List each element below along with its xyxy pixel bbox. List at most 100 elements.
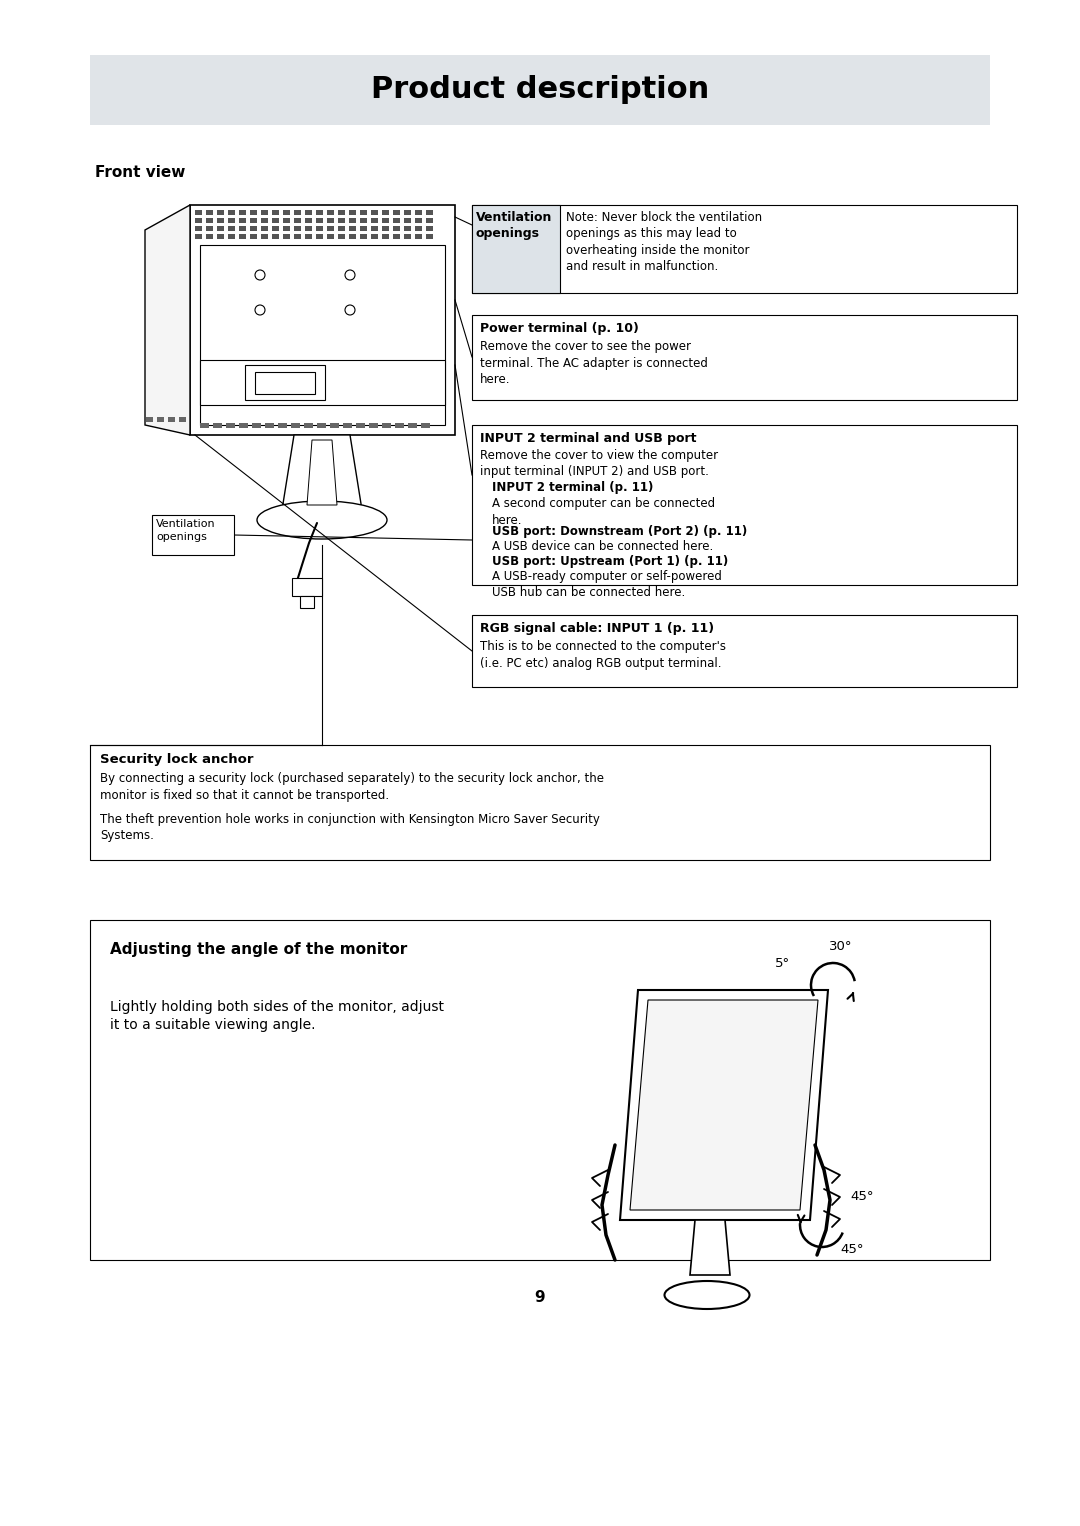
- Text: This is to be connected to the computer's
(i.e. PC etc) analog RGB output termin: This is to be connected to the computer'…: [480, 639, 726, 670]
- Bar: [195, 233, 202, 240]
- Bar: [252, 423, 261, 427]
- Bar: [249, 226, 257, 230]
- Text: 45°: 45°: [840, 1244, 864, 1256]
- Bar: [426, 226, 433, 230]
- Text: RGB signal cable: INPUT 1 (p. 11): RGB signal cable: INPUT 1 (p. 11): [480, 623, 714, 635]
- Polygon shape: [690, 1219, 730, 1276]
- Bar: [206, 211, 213, 215]
- Bar: [372, 233, 378, 240]
- Bar: [472, 204, 561, 293]
- Text: A USB device can be connected here.: A USB device can be connected here.: [492, 540, 713, 552]
- Bar: [272, 218, 279, 223]
- Bar: [283, 218, 291, 223]
- Text: Ventilation
openings: Ventilation openings: [476, 211, 552, 241]
- Text: A second computer can be connected
here.: A second computer can be connected here.: [492, 497, 715, 526]
- Text: Adjusting the angle of the monitor: Adjusting the angle of the monitor: [110, 942, 407, 957]
- Text: 5°: 5°: [775, 957, 791, 971]
- Polygon shape: [282, 435, 362, 510]
- Bar: [294, 218, 301, 223]
- Bar: [393, 226, 400, 230]
- Bar: [338, 218, 345, 223]
- Bar: [421, 423, 430, 427]
- Bar: [404, 211, 411, 215]
- Bar: [415, 233, 422, 240]
- Bar: [228, 233, 235, 240]
- Bar: [382, 233, 389, 240]
- Text: Remove the cover to see the power
terminal. The AC adapter is connected
here.: Remove the cover to see the power termin…: [480, 340, 707, 386]
- Bar: [316, 218, 323, 223]
- Bar: [152, 514, 234, 555]
- Bar: [408, 423, 417, 427]
- Ellipse shape: [257, 501, 387, 539]
- Bar: [372, 226, 378, 230]
- Bar: [294, 226, 301, 230]
- Bar: [179, 417, 186, 423]
- Bar: [217, 226, 224, 230]
- Text: 30°: 30°: [829, 940, 853, 954]
- Bar: [415, 218, 422, 223]
- Bar: [360, 233, 367, 240]
- Text: Power terminal (p. 10): Power terminal (p. 10): [480, 322, 639, 336]
- Bar: [393, 211, 400, 215]
- Text: INPUT 2 terminal and USB port: INPUT 2 terminal and USB port: [480, 432, 697, 446]
- Bar: [349, 211, 356, 215]
- Bar: [404, 226, 411, 230]
- Bar: [228, 211, 235, 215]
- Bar: [217, 233, 224, 240]
- Bar: [200, 246, 445, 426]
- Text: Ventilation
openings: Ventilation openings: [156, 519, 216, 542]
- Bar: [206, 218, 213, 223]
- Bar: [382, 218, 389, 223]
- Bar: [261, 226, 268, 230]
- Text: 9: 9: [535, 1289, 545, 1305]
- Bar: [261, 233, 268, 240]
- Bar: [206, 233, 213, 240]
- Ellipse shape: [664, 1280, 750, 1309]
- Text: Note: Never block the ventilation
openings as this may lead to
overheating insid: Note: Never block the ventilation openin…: [566, 211, 762, 273]
- Bar: [195, 211, 202, 215]
- Bar: [249, 233, 257, 240]
- Bar: [395, 423, 404, 427]
- Bar: [303, 423, 313, 427]
- Bar: [382, 211, 389, 215]
- Polygon shape: [307, 439, 337, 505]
- Bar: [226, 423, 235, 427]
- Bar: [217, 211, 224, 215]
- Bar: [426, 211, 433, 215]
- Bar: [272, 233, 279, 240]
- Bar: [190, 204, 455, 435]
- Bar: [327, 211, 334, 215]
- Bar: [472, 204, 1017, 293]
- Bar: [217, 218, 224, 223]
- Bar: [157, 417, 164, 423]
- Bar: [228, 218, 235, 223]
- Bar: [272, 211, 279, 215]
- Bar: [292, 578, 322, 597]
- Bar: [369, 423, 378, 427]
- Bar: [360, 211, 367, 215]
- Text: USB port: Downstream (Port 2) (p. 11): USB port: Downstream (Port 2) (p. 11): [492, 525, 747, 539]
- Text: Remove the cover to view the computer
input terminal (INPUT 2) and USB port.: Remove the cover to view the computer in…: [480, 449, 718, 479]
- Bar: [356, 423, 365, 427]
- Text: Front view: Front view: [95, 165, 186, 180]
- Bar: [316, 233, 323, 240]
- Bar: [330, 423, 339, 427]
- Bar: [239, 233, 246, 240]
- Bar: [327, 226, 334, 230]
- Bar: [278, 423, 287, 427]
- Bar: [272, 226, 279, 230]
- Bar: [338, 211, 345, 215]
- Bar: [327, 218, 334, 223]
- Bar: [318, 423, 326, 427]
- Bar: [472, 426, 1017, 584]
- Bar: [200, 360, 445, 404]
- Bar: [200, 423, 210, 427]
- Bar: [265, 423, 274, 427]
- Bar: [404, 233, 411, 240]
- Bar: [283, 211, 291, 215]
- Bar: [360, 226, 367, 230]
- Bar: [349, 218, 356, 223]
- Bar: [404, 218, 411, 223]
- Bar: [239, 423, 248, 427]
- Bar: [168, 417, 175, 423]
